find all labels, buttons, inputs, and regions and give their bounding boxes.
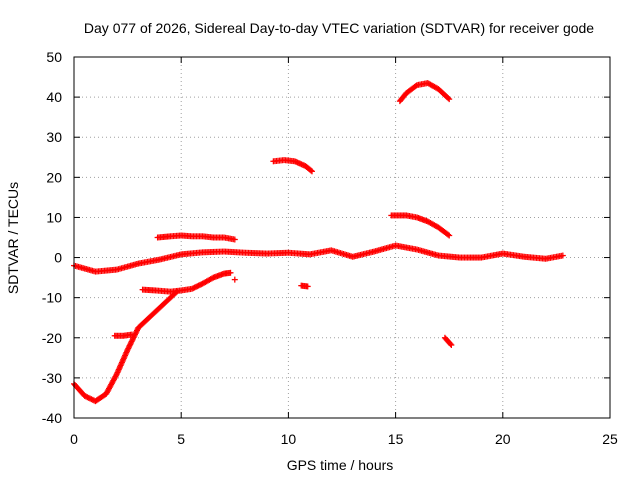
x-tick-label: 10 bbox=[281, 431, 297, 447]
grid bbox=[74, 57, 610, 418]
series-isolated-point bbox=[231, 276, 238, 283]
tick-labels: 0 5 10 15 20 25 -40 -30 -20 -10 0 10 20 30 40 50 bbox=[42, 49, 618, 447]
y-axis-label: SDTVAR / TECUs bbox=[5, 182, 21, 294]
series-upper-segment-1 bbox=[154, 232, 238, 243]
x-tick-label: 20 bbox=[495, 431, 511, 447]
series-main-band bbox=[71, 242, 566, 275]
y-tick-label: 10 bbox=[46, 209, 62, 225]
series-arc-segment bbox=[396, 80, 453, 105]
series-lower-segment-2 bbox=[111, 331, 135, 339]
series-small-segment bbox=[298, 282, 311, 290]
y-tick-label: 50 bbox=[46, 49, 62, 65]
y-tick-label: -30 bbox=[42, 370, 62, 386]
x-axis-label: GPS time / hours bbox=[287, 457, 394, 473]
x-tick-label: 0 bbox=[70, 431, 78, 447]
y-tick-label: -40 bbox=[42, 410, 62, 426]
series-short-drop bbox=[441, 334, 455, 348]
plot-frame bbox=[73, 56, 611, 419]
y-tick-label: 30 bbox=[46, 129, 62, 145]
x-tick-label: 5 bbox=[177, 431, 185, 447]
series-lower-segment-1 bbox=[139, 269, 234, 295]
data-marks bbox=[71, 80, 566, 405]
x-tick-label: 15 bbox=[388, 431, 404, 447]
chart-title: Day 077 of 2026, Sidereal Day-to-day VTE… bbox=[84, 20, 594, 36]
y-tick-label: -10 bbox=[42, 290, 62, 306]
y-tick-label: 20 bbox=[46, 169, 62, 185]
y-tick-label: 0 bbox=[54, 250, 62, 266]
y-tick-label: 40 bbox=[46, 89, 62, 105]
x-tick-label: 25 bbox=[602, 431, 618, 447]
series-mid-segment bbox=[270, 157, 315, 175]
y-tick-label: -20 bbox=[42, 330, 62, 346]
series-upper-segment-2 bbox=[388, 212, 453, 239]
